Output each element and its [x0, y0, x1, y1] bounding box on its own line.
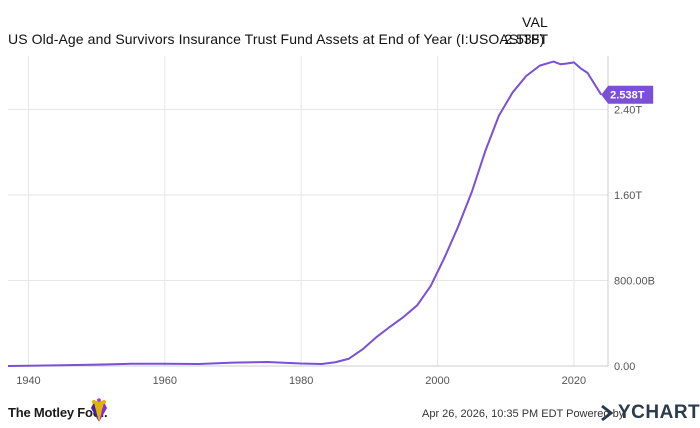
- series-name: US Old-Age and Survivors Insurance Trust…: [8, 31, 545, 47]
- x-tick-label: 1960: [153, 375, 177, 387]
- value-column-label: VAL: [521, 14, 548, 30]
- series-value: 2.538T: [504, 31, 548, 47]
- last-value-badge: [601, 85, 654, 104]
- chart-header: VAL US Old-Age and Survivors Insurance T…: [0, 0, 700, 56]
- x-tick-label: 2000: [425, 375, 449, 387]
- y-tick-label: 1.60T: [614, 190, 642, 202]
- y-tick-label: 0.00: [614, 361, 635, 373]
- y-tick-label: 2.40T: [614, 104, 642, 116]
- last-value-label: 2.538T: [610, 90, 645, 102]
- x-tick-label: 1980: [289, 375, 313, 387]
- chart-footer: The Motley Fool. Apr 26, 2026, 10:35 PM …: [0, 392, 700, 428]
- y-tick-label: 800.00B: [614, 275, 655, 287]
- brand-name: The Motley Fool.: [8, 405, 108, 420]
- series-line: [7, 60, 603, 367]
- provider-name: YCHARTS: [618, 402, 700, 423]
- chevron-right-icon: [601, 404, 614, 422]
- axes: [8, 56, 609, 367]
- series-layer: 2.538T: [7, 60, 654, 367]
- x-tick-label: 2020: [562, 375, 586, 387]
- grid-lines: [8, 56, 608, 367]
- jester-hat-icon: [91, 398, 107, 422]
- chart-area: 2.538T 0.00 800.00B 1.60T 2.40T 1940 1960 1980…: [7, 56, 655, 387]
- tick-labels: 0.00 800.00B 1.60T 2.40T 1940 1960 1980 2000 202…: [16, 104, 655, 387]
- x-tick-label: 1940: [16, 375, 40, 387]
- footer-timestamp: Apr 26, 2026, 10:35 PM EDT Powered by: [422, 408, 625, 420]
